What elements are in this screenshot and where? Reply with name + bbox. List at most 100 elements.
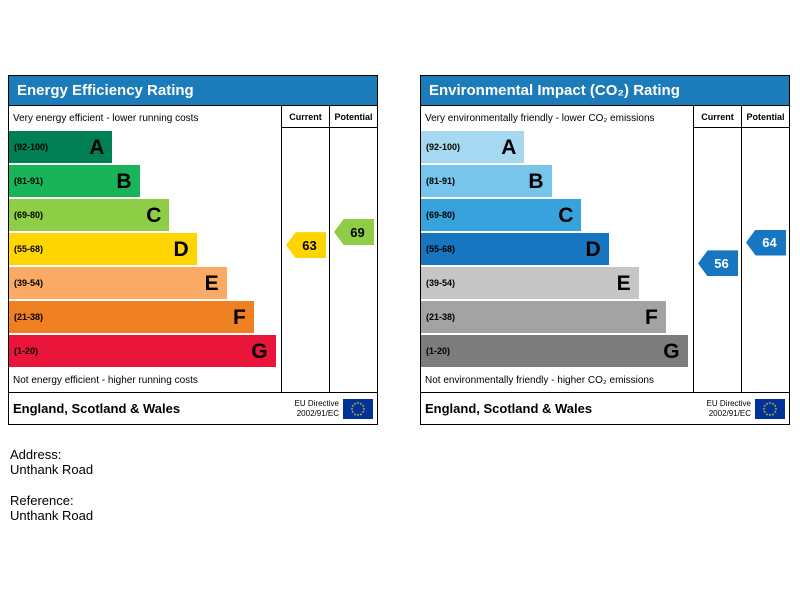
chart-title: Environmental Impact (CO₂) Rating — [421, 76, 789, 106]
bottom-note: Not environmentally friendly - higher CO… — [425, 374, 654, 386]
bands: (92-100) A (81-91) B (69-80) C — [9, 130, 281, 368]
band-row-c: (69-80) C — [9, 198, 281, 232]
band-letter: F — [644, 305, 658, 329]
svg-text:★: ★ — [763, 404, 767, 408]
current-rating-value: 63 — [302, 237, 317, 253]
svg-text:★: ★ — [353, 402, 357, 406]
band-bar-f: (21-38) F — [421, 301, 666, 333]
band-bar-b: (81-91) B — [9, 165, 140, 197]
band-range-label: (69-80) — [14, 210, 44, 220]
chart-footer: England, Scotland & Wales EU Directive 2… — [9, 392, 377, 424]
current-rating-arrow: 56 — [698, 250, 738, 277]
band-bar-g: (1-20) G — [421, 335, 688, 367]
band-range-label: (69-80) — [426, 210, 456, 220]
address-label: Address: — [10, 447, 62, 462]
chart-body: Very environmentally friendly - lower CO… — [421, 106, 789, 392]
band-range-label: (55-68) — [14, 244, 44, 254]
band-letter: G — [251, 339, 268, 363]
band-row-e: (39-54) E — [421, 266, 693, 300]
svg-text:★: ★ — [362, 407, 366, 411]
svg-text:★: ★ — [774, 404, 778, 408]
svg-text:★: ★ — [774, 410, 778, 414]
potential-column-header: Potential — [742, 106, 789, 128]
chart-body: Very energy efficient - lower running co… — [9, 106, 377, 392]
svg-text:★: ★ — [763, 410, 767, 414]
svg-text:★: ★ — [359, 412, 363, 416]
eu-directive-label: EU Directive 2002/91/EC — [295, 399, 339, 418]
energy-efficiency-chart: Energy Efficiency Rating Very energy eff… — [8, 75, 378, 425]
svg-text:★: ★ — [359, 402, 363, 406]
band-letter: B — [528, 169, 544, 193]
svg-text:★: ★ — [768, 401, 772, 405]
eu-directive-line2: 2002/91/EC — [708, 408, 751, 418]
svg-text:★: ★ — [765, 412, 769, 416]
band-bar-e: (39-54) E — [9, 267, 227, 299]
band-letter: D — [585, 237, 601, 261]
eu-directive-line1: EU Directive — [294, 398, 339, 408]
svg-text:★: ★ — [350, 407, 354, 411]
band-range-label: (55-68) — [426, 244, 456, 254]
band-range-label: (21-38) — [14, 312, 44, 322]
svg-text:★: ★ — [356, 413, 360, 417]
band-row-b: (81-91) B — [9, 164, 281, 198]
current-column-header: Current — [282, 106, 329, 128]
band-letter: D — [173, 237, 189, 261]
band-row-e: (39-54) E — [9, 266, 281, 300]
svg-text:★: ★ — [353, 412, 357, 416]
band-range-label: (81-91) — [426, 176, 456, 186]
band-letter: A — [501, 135, 517, 159]
band-letter: C — [558, 203, 574, 227]
svg-text:★: ★ — [774, 407, 778, 411]
band-area: Very energy efficient - lower running co… — [9, 106, 281, 392]
eu-flag-icon: ★ ★★ ★★★ ★★★ ★★★ — [343, 398, 373, 419]
band-bar-e: (39-54) E — [421, 267, 639, 299]
band-row-g: (1-20) G — [421, 334, 693, 368]
address-value: Unthank Road — [10, 462, 94, 477]
top-note: Very energy efficient - lower running co… — [13, 112, 199, 124]
band-range-label: (1-20) — [426, 346, 451, 356]
band-letter: E — [616, 271, 631, 295]
svg-text:★: ★ — [362, 410, 366, 414]
svg-text:★: ★ — [762, 407, 766, 411]
band-letter: F — [232, 305, 246, 329]
svg-text:★: ★ — [765, 402, 769, 406]
potential-column: Potential 69 — [329, 106, 377, 392]
svg-text:★: ★ — [771, 412, 775, 416]
eu-directive-label: EU Directive 2002/91/EC — [707, 399, 751, 418]
potential-rating-value: 64 — [762, 235, 777, 250]
band-bar-a: (92-100) A — [9, 131, 113, 163]
band-letter: E — [204, 271, 219, 295]
bands: (92-100) A (81-91) B (69-80) C — [421, 130, 693, 368]
current-column: Current 63 — [281, 106, 329, 392]
band-bar-c: (69-80) C — [421, 199, 582, 231]
band-bar-g: (1-20) G — [9, 335, 276, 367]
current-rating-arrow: 63 — [286, 232, 326, 259]
band-bar-a: (92-100) A — [421, 131, 525, 163]
eu-directive-line1: EU Directive — [706, 398, 751, 408]
band-row-b: (81-91) B — [421, 164, 693, 198]
chart-footer: England, Scotland & Wales EU Directive 2… — [421, 392, 789, 424]
potential-rating-arrow: 69 — [334, 219, 374, 245]
current-rating-value: 56 — [714, 255, 729, 271]
band-row-d: (55-68) D — [9, 232, 281, 266]
band-range-label: (21-38) — [426, 312, 456, 322]
band-row-a: (92-100) A — [9, 130, 281, 164]
svg-text:★: ★ — [771, 402, 775, 406]
band-range-label: (39-54) — [14, 278, 44, 288]
reference-label: Reference: — [10, 493, 74, 508]
band-row-g: (1-20) G — [9, 334, 281, 368]
band-letter: C — [146, 203, 162, 227]
chart-title: Energy Efficiency Rating — [9, 76, 377, 106]
potential-column: Potential 64 — [741, 106, 789, 392]
band-bar-b: (81-91) B — [421, 165, 552, 197]
band-letter: A — [89, 135, 105, 159]
potential-column-header: Potential — [330, 106, 377, 128]
potential-rating-value: 69 — [350, 224, 365, 240]
band-bar-d: (55-68) D — [9, 233, 197, 265]
svg-text:★: ★ — [356, 401, 360, 405]
band-range-label: (92-100) — [14, 142, 49, 152]
band-row-d: (55-68) D — [421, 232, 693, 266]
band-letter: B — [116, 169, 132, 193]
band-bar-c: (69-80) C — [9, 199, 170, 231]
svg-text:★: ★ — [351, 410, 355, 414]
